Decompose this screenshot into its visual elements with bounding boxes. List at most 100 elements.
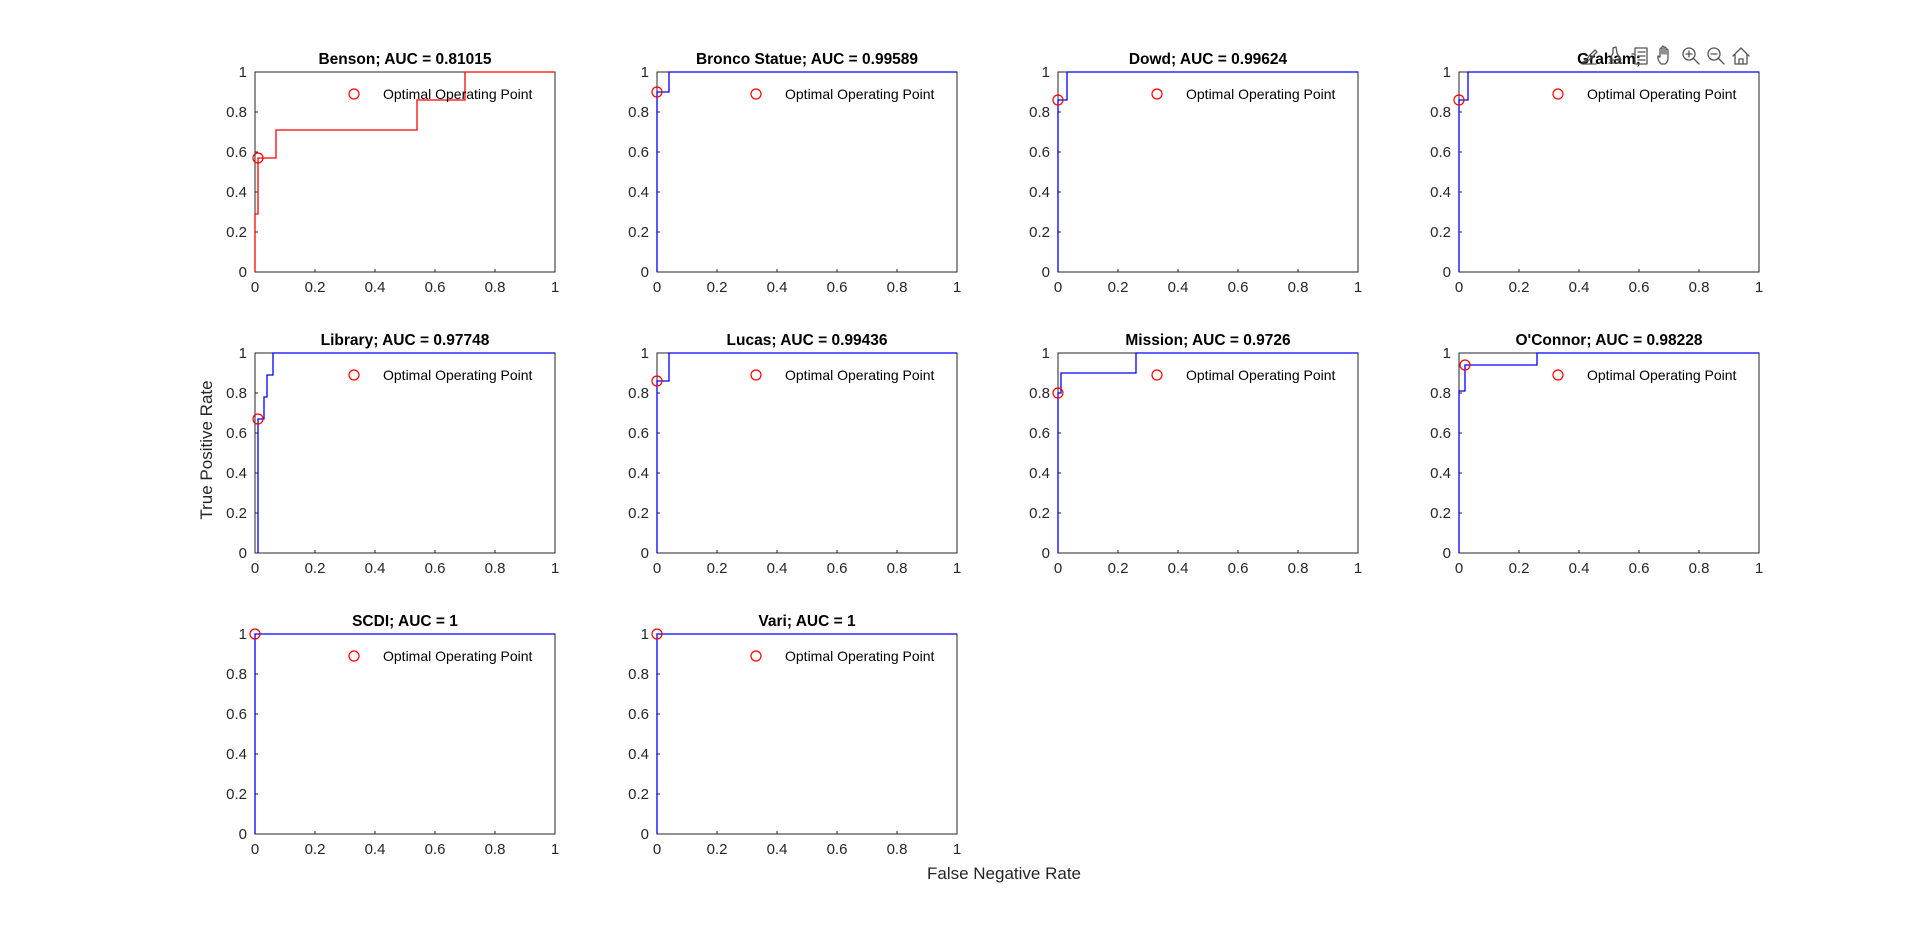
x-tick-label: 0.6 xyxy=(1228,560,1249,577)
y-tick-label: 1 xyxy=(641,345,649,362)
zoom-out-icon[interactable] xyxy=(1705,45,1727,67)
y-tick-label: 0.2 xyxy=(226,224,247,241)
x-axis-label: False Negative Rate xyxy=(927,864,1081,883)
legend-icon[interactable] xyxy=(1630,45,1652,67)
pan-icon[interactable] xyxy=(1655,45,1677,67)
subplot-title: Lucas; AUC = 0.99436 xyxy=(727,332,888,349)
x-tick-label: 0.6 xyxy=(425,841,446,858)
x-tick-label: 0.4 xyxy=(767,279,788,296)
x-tick-label: 0.4 xyxy=(1168,560,1189,577)
y-tick-label: 0.2 xyxy=(226,786,247,803)
home-icon[interactable] xyxy=(1730,45,1752,67)
x-tick-label: 0.6 xyxy=(425,560,446,577)
y-tick-label: 0.6 xyxy=(628,706,649,723)
subplot-title: Bronco Statue; AUC = 0.99589 xyxy=(696,51,918,68)
y-tick-label: 0 xyxy=(1042,545,1050,562)
legend-label: Optimal Operating Point xyxy=(383,648,533,664)
roc-subplot: Library; AUC = 0.97748 0 0.2 0.4 0.6 0.8 1 0 0.2… xyxy=(226,332,559,577)
roc-subplot: O'Connor; AUC = 0.98228 0 0.2 0.4 0.6 0.8 1 0 0.… xyxy=(1430,332,1763,577)
x-tick-label: 0.6 xyxy=(827,279,848,296)
legend-label: Optimal Operating Point xyxy=(383,367,533,383)
legend-marker xyxy=(348,650,360,662)
roc-curve xyxy=(1458,352,1759,553)
y-tick-label: 0.8 xyxy=(226,385,247,402)
x-tick-label: 0 xyxy=(653,841,661,858)
y-tick-label: 0.4 xyxy=(628,465,649,482)
legend-marker xyxy=(750,650,762,662)
legend-marker xyxy=(348,369,360,381)
roc-curve xyxy=(1057,352,1358,553)
x-tick-label: 0.2 xyxy=(1509,279,1530,296)
x-tick-label: 0.2 xyxy=(707,841,728,858)
legend-marker xyxy=(1552,369,1564,381)
data-tips-icon[interactable] xyxy=(1605,45,1627,67)
axes-box xyxy=(656,352,958,554)
roc-subplot: Mission; AUC = 0.9726 0 0.2 0.4 0.6 0.8 1 0 0.2 0… xyxy=(1029,332,1362,577)
legend-marker xyxy=(1151,88,1163,100)
x-tick-label: 0 xyxy=(653,560,661,577)
zoom-in-icon[interactable] xyxy=(1680,45,1702,67)
x-tick-label: 0.8 xyxy=(1689,560,1710,577)
optimal-operating-point-marker xyxy=(252,413,264,425)
x-tick-label: 0.4 xyxy=(767,560,788,577)
brush-icon[interactable] xyxy=(1579,45,1601,67)
y-tick-label: 0.4 xyxy=(226,184,247,201)
optimal-operating-point-marker xyxy=(651,628,663,640)
x-tick-label: 0.8 xyxy=(485,560,506,577)
y-tick-label: 0.2 xyxy=(628,505,649,522)
y-tick-label: 0.8 xyxy=(1029,104,1050,121)
x-tick-label: 0.2 xyxy=(1509,560,1530,577)
y-tick-label: 0.8 xyxy=(226,666,247,683)
x-tick-label: 0.6 xyxy=(1629,279,1650,296)
x-tick-label: 1 xyxy=(1354,279,1362,296)
y-tick-label: 0.4 xyxy=(1029,465,1050,482)
subplot-title: Benson; AUC = 0.81015 xyxy=(318,51,491,68)
x-tick-label: 0.2 xyxy=(305,841,326,858)
x-tick-label: 0 xyxy=(1054,279,1062,296)
axes-box xyxy=(254,352,556,554)
roc-curve xyxy=(656,633,957,834)
y-tick-label: 0.6 xyxy=(628,425,649,442)
axes-box xyxy=(1057,352,1359,554)
x-tick-label: 0 xyxy=(251,841,259,858)
y-tick-label: 0 xyxy=(1443,264,1451,281)
roc-curve xyxy=(257,352,555,553)
x-tick-label: 0.4 xyxy=(1569,560,1590,577)
legend-label: Optimal Operating Point xyxy=(785,86,935,102)
x-tick-label: 1 xyxy=(551,279,559,296)
legend-marker xyxy=(750,88,762,100)
x-tick-label: 1 xyxy=(953,560,961,577)
axes-toolbar xyxy=(1579,45,1752,67)
y-tick-label: 0.2 xyxy=(628,786,649,803)
x-tick-label: 1 xyxy=(953,841,961,858)
y-tick-label: 0.2 xyxy=(1430,505,1451,522)
y-tick-label: 0.2 xyxy=(1029,224,1050,241)
subplot-title: Vari; AUC = 1 xyxy=(758,613,856,630)
axes-box xyxy=(254,71,556,273)
legend-marker xyxy=(348,88,360,100)
axes-box xyxy=(1057,71,1359,273)
x-tick-label: 0.8 xyxy=(485,279,506,296)
roc-curve xyxy=(254,71,555,272)
legend-label: Optimal Operating Point xyxy=(1587,86,1737,102)
y-tick-label: 0.8 xyxy=(226,104,247,121)
y-tick-label: 1 xyxy=(1042,345,1050,362)
y-tick-label: 0.4 xyxy=(226,465,247,482)
y-tick-label: 1 xyxy=(641,64,649,81)
y-tick-label: 0.2 xyxy=(226,505,247,522)
x-tick-label: 0.8 xyxy=(887,279,908,296)
optimal-operating-point-marker xyxy=(651,375,663,387)
x-tick-label: 1 xyxy=(1755,560,1763,577)
roc-subplot: Dowd; AUC = 0.99624 0 0.2 0.4 0.6 0.8 1 0 0.2 0.4… xyxy=(1029,51,1362,296)
x-tick-label: 0.4 xyxy=(1569,279,1590,296)
optimal-operating-point-marker xyxy=(249,628,261,640)
subplot-title: SCDI; AUC = 1 xyxy=(352,613,458,630)
x-tick-label: 0.4 xyxy=(767,841,788,858)
x-tick-label: 0 xyxy=(1455,279,1463,296)
y-tick-label: 1 xyxy=(1443,345,1451,362)
x-tick-label: 0.2 xyxy=(305,560,326,577)
x-tick-label: 0 xyxy=(1054,560,1062,577)
y-tick-label: 0.2 xyxy=(628,224,649,241)
roc-curve xyxy=(656,71,957,272)
